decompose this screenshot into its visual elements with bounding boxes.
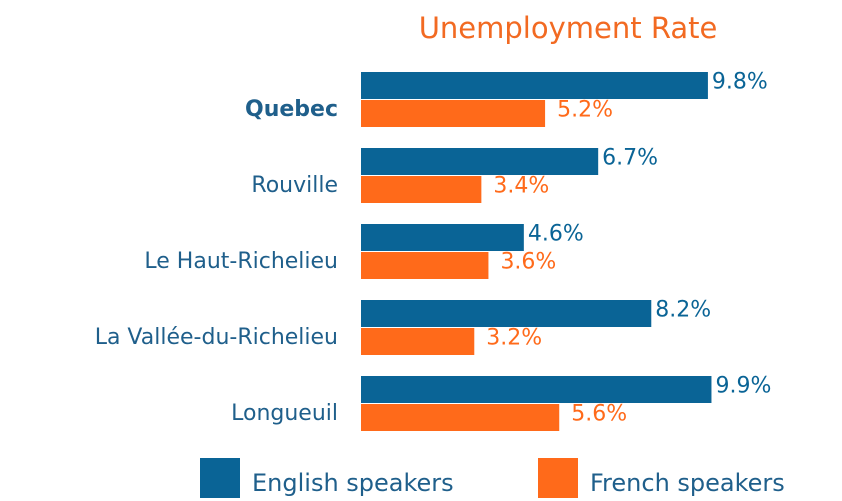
- legend-swatch: [538, 458, 578, 498]
- value-label: 5.2%: [557, 98, 613, 123]
- bar: [361, 252, 489, 279]
- bar: [361, 100, 546, 127]
- value-label: 6.7%: [602, 146, 658, 171]
- value-label: 3.4%: [493, 174, 549, 199]
- bar: [361, 148, 599, 175]
- value-label: 3.6%: [500, 250, 556, 275]
- legend-label: French speakers: [590, 469, 785, 497]
- category-label: La Vallée-du-Richelieu: [95, 325, 338, 350]
- category-label: Quebec: [245, 97, 338, 122]
- bar: [361, 72, 708, 99]
- bar: [361, 176, 482, 203]
- chart-title: Unemployment Rate: [419, 11, 718, 45]
- legend-label: English speakers: [252, 469, 454, 497]
- value-label: 3.2%: [486, 326, 542, 351]
- value-label: 8.2%: [655, 298, 711, 323]
- bar: [361, 300, 652, 327]
- bar: [361, 404, 560, 431]
- value-label: 5.6%: [571, 402, 627, 427]
- bar: [361, 328, 475, 355]
- value-label: 4.6%: [528, 222, 584, 247]
- bar: [361, 224, 524, 251]
- legend-swatch: [200, 458, 240, 498]
- value-label: 9.9%: [715, 374, 771, 399]
- category-label: Longueuil: [231, 401, 338, 426]
- value-label: 9.8%: [712, 70, 768, 95]
- category-label: Le Haut-Richelieu: [144, 249, 338, 274]
- category-label: Rouville: [251, 173, 338, 198]
- bar: [361, 376, 712, 403]
